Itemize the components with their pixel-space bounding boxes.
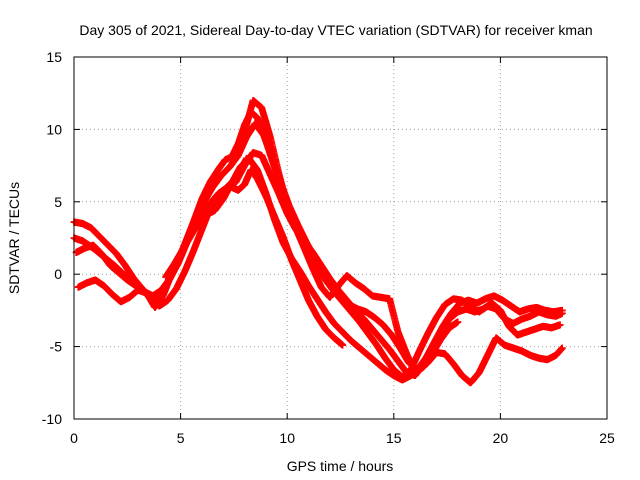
series-trace-1 [70, 108, 566, 381]
chart-title: Day 305 of 2021, Sidereal Day-to-day VTE… [79, 22, 592, 38]
series-trace-4 [72, 120, 566, 374]
grid-layer [74, 57, 607, 419]
data-points-layer [70, 96, 566, 387]
